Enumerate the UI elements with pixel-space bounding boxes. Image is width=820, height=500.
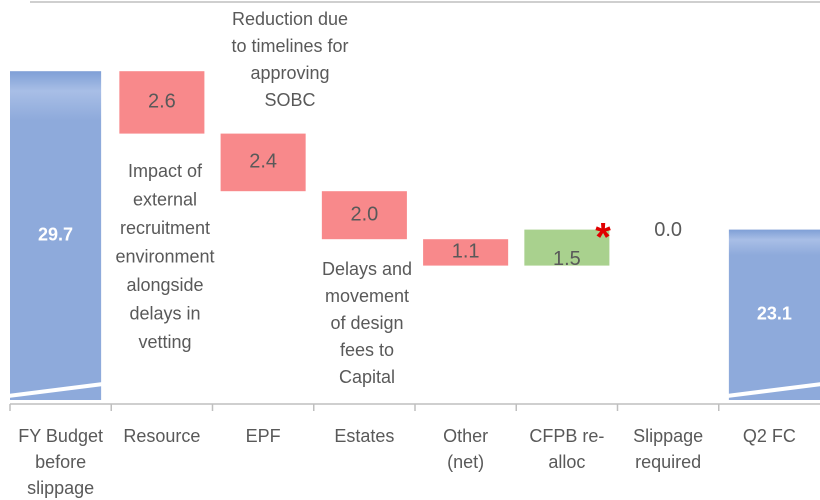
annotation: SOBC — [264, 90, 315, 110]
annotation: fees to — [340, 340, 394, 360]
axis-break — [726, 382, 820, 398]
x-tick-label: Slippage required — [633, 426, 703, 472]
value-label: 29.7 — [38, 224, 73, 244]
annotation: alongside — [126, 275, 203, 295]
annotation: Capital — [339, 367, 395, 387]
decrease-bar — [423, 239, 509, 266]
annotation: approving — [250, 63, 329, 83]
annotation: Impact of — [128, 161, 203, 181]
value-label: 1.1 — [452, 241, 480, 263]
x-tick-label: Estates — [334, 426, 394, 446]
annotation: delays in — [129, 303, 200, 323]
x-tick-label: CFPB re-alloc — [529, 426, 604, 472]
decrease-bar — [119, 71, 205, 134]
annotation: vetting — [138, 332, 191, 352]
x-tick-label: Resource — [123, 426, 200, 446]
annotation: to timelines for — [231, 36, 348, 56]
x-tick-label: FY Budget before slippage — [18, 426, 103, 498]
increase-bar — [524, 229, 610, 266]
total-bar — [10, 71, 102, 400]
value-label: 0.0 — [654, 219, 682, 241]
annotation: Delays and — [322, 259, 412, 279]
value-label: 2.4 — [249, 151, 277, 173]
annotation: Reduction due — [232, 9, 348, 29]
x-tick-label: EPF — [246, 426, 281, 446]
decrease-bar — [321, 191, 407, 240]
annotation: environment — [115, 246, 214, 266]
value-label: 2.6 — [148, 91, 176, 113]
annotation: recruitment — [120, 218, 210, 238]
value-label: 2.0 — [350, 203, 378, 225]
x-tick-label: Other (net) — [443, 426, 488, 472]
total-bar — [728, 229, 820, 400]
value-label: 23.1 — [757, 304, 792, 324]
annotation: external — [133, 189, 197, 209]
annotation: of design — [330, 313, 403, 333]
decrease-bar — [220, 133, 306, 192]
x-tick-label: Q2 FC — [743, 426, 796, 446]
value-label: 1.5 — [553, 248, 581, 270]
annotation: * — [595, 216, 611, 260]
axis-break — [7, 382, 104, 398]
annotation: movement — [325, 286, 409, 306]
